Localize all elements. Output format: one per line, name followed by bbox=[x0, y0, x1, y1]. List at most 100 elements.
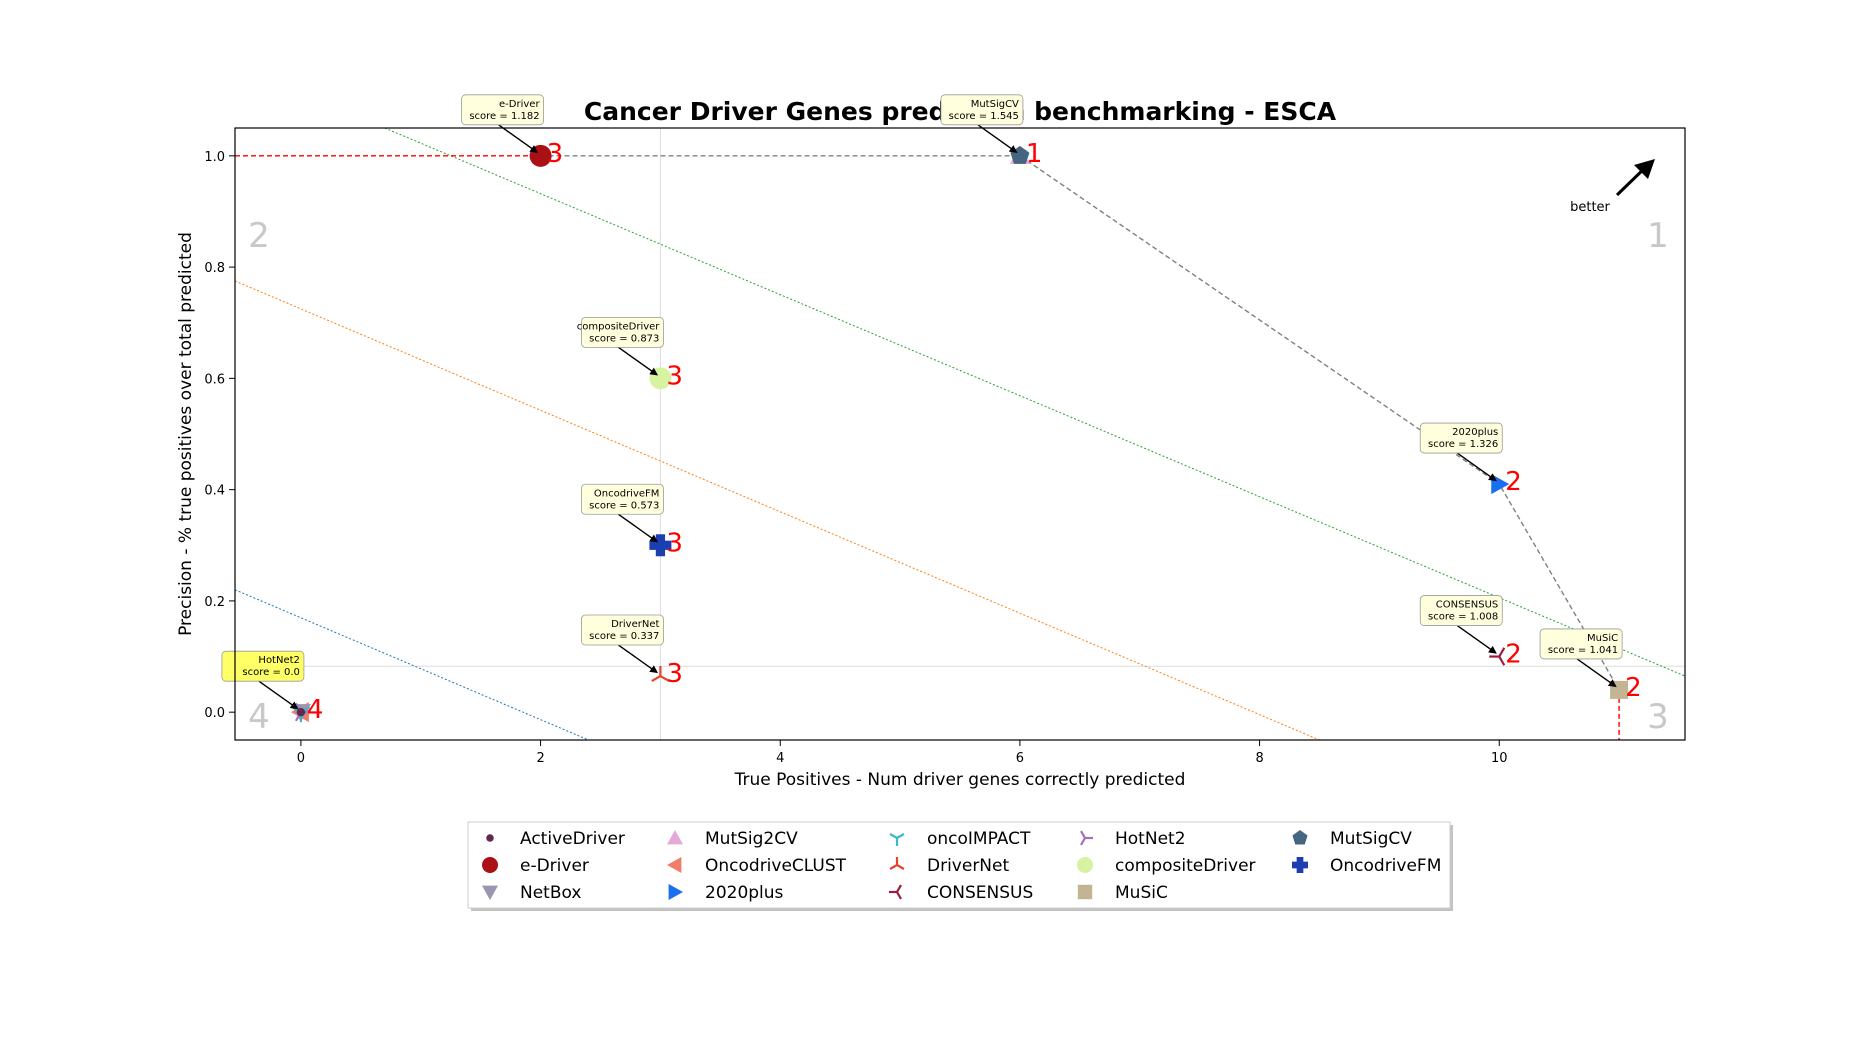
annotation-label: DriverNet bbox=[611, 619, 659, 630]
legend-marker-hotnet2-stroke bbox=[1080, 830, 1086, 839]
annotation-arrow bbox=[618, 644, 659, 674]
y-tick-label: 0.8 bbox=[204, 261, 225, 276]
legend-marker-netbox-shape bbox=[482, 885, 498, 900]
rank-2020plus: 2 bbox=[1505, 467, 1522, 497]
annotation-box bbox=[581, 316, 664, 348]
legend-marker-e-driver bbox=[482, 857, 498, 873]
legend-marker-music-shape bbox=[1077, 884, 1093, 900]
legend-marker-oncoimpact bbox=[889, 833, 905, 846]
legend-marker-compositedriver-shape bbox=[1077, 857, 1093, 873]
legend-marker-compositedriver bbox=[1077, 857, 1093, 873]
point-consensus-stroke bbox=[1498, 647, 1506, 658]
legend-marker-hotnet2 bbox=[1080, 830, 1093, 846]
rank-activedriver: 4 bbox=[307, 695, 324, 725]
point-drivernet-stroke bbox=[651, 675, 661, 682]
x-tick-label: 10 bbox=[1491, 751, 1508, 766]
point-oncodrivefm-shape bbox=[655, 534, 666, 557]
legend-marker-oncodriveclust bbox=[667, 857, 682, 873]
legend-marker-mutsigcv-shape bbox=[1292, 830, 1308, 845]
legend-marker-consensus bbox=[889, 884, 902, 900]
x-tick-label: 6 bbox=[1016, 751, 1024, 766]
point-activedriver bbox=[296, 707, 306, 717]
iso-score-line-2 bbox=[235, 589, 589, 740]
annotation-score: score = 1.545 bbox=[949, 111, 1019, 122]
annotation-score: score = 1.326 bbox=[1428, 439, 1498, 450]
annotation-score: score = 1.041 bbox=[1548, 645, 1618, 656]
x-tick-label: 4 bbox=[776, 751, 784, 766]
legend-marker-netbox bbox=[482, 885, 498, 900]
rank-oncodrivefm: 3 bbox=[666, 528, 683, 558]
legend-marker-drivernet-stroke bbox=[896, 864, 905, 870]
legend-marker-oncodriveclust-shape bbox=[667, 857, 682, 873]
annotation-arrow bbox=[1576, 658, 1617, 688]
point-drivernet-stroke bbox=[659, 675, 670, 682]
legend-entry-consensus: CONSENSUS bbox=[927, 883, 1033, 903]
rank-drivernet: 3 bbox=[666, 659, 683, 689]
annotation-arrow bbox=[1456, 624, 1497, 654]
point-drivernet bbox=[651, 666, 670, 682]
annotation-arrow bbox=[977, 124, 1018, 153]
quadrant-label-1: 1 bbox=[1647, 216, 1669, 256]
legend-entry-e-driver: e-Driver bbox=[520, 856, 589, 876]
legend-entry-hotnet2: HotNet2 bbox=[1115, 829, 1186, 849]
legend-entry-drivernet: DriverNet bbox=[927, 856, 1009, 876]
legend-entry-compositedriver: compositeDriver bbox=[1115, 856, 1256, 876]
y-tick-label: 1.0 bbox=[204, 150, 225, 165]
better-label: better bbox=[1570, 200, 1610, 215]
y-tick-label: 0.2 bbox=[204, 595, 225, 610]
legend-entry-netbox: NetBox bbox=[520, 883, 581, 903]
iso-score-line-1 bbox=[235, 280, 1320, 740]
better-arrow-head bbox=[1634, 159, 1655, 179]
legend-marker-oncodrivefm-shape bbox=[1296, 857, 1304, 873]
annotation-box bbox=[581, 483, 664, 515]
annotation-score: score = 1.008 bbox=[1428, 612, 1498, 623]
iso-score-line-0 bbox=[384, 128, 1685, 677]
legend-marker-oncoimpact-stroke bbox=[889, 833, 898, 839]
legend-marker-hotnet2-stroke bbox=[1080, 837, 1086, 846]
annotation-score: score = 0.337 bbox=[589, 631, 659, 642]
legend-marker-activedriver bbox=[486, 834, 494, 842]
y-tick-label: 0.6 bbox=[204, 372, 225, 387]
annotation-label: e-Driver bbox=[499, 99, 540, 110]
legend-entry-activedriver: ActiveDriver bbox=[520, 829, 625, 849]
annotation-arrow bbox=[618, 513, 659, 543]
legend-marker-music bbox=[1077, 884, 1093, 900]
annotation-label: CONSENSUS bbox=[1436, 600, 1499, 611]
annotation-arrow bbox=[618, 346, 659, 376]
y-tick-label: 0.0 bbox=[204, 706, 225, 721]
legend-marker-drivernet bbox=[889, 857, 905, 870]
y-axis-label: Precision - % true positives over total … bbox=[176, 232, 196, 636]
annotation-arrow bbox=[258, 680, 299, 710]
annotation-label: MuSiC bbox=[1587, 633, 1618, 644]
plot-frame bbox=[234, 127, 1686, 741]
legend-entry-oncodriveclust: OncodriveCLUST bbox=[705, 856, 847, 876]
annotation-box bbox=[581, 614, 664, 646]
legend-marker-mutsig2cv-shape bbox=[667, 830, 683, 845]
point-oncodrivefm bbox=[649, 534, 672, 557]
legend-marker-2020plus-shape bbox=[668, 884, 683, 900]
legend-marker-oncodrivefm bbox=[1292, 857, 1308, 873]
legend-entry-2020plus: 2020plus bbox=[705, 883, 784, 903]
legend-marker-consensus-stroke bbox=[896, 884, 902, 893]
legend-marker-e-driver-shape bbox=[482, 857, 498, 873]
annotation-label: HotNet2 bbox=[258, 655, 299, 666]
better-indicator: better bbox=[1570, 159, 1655, 215]
legend-box bbox=[467, 821, 1451, 909]
quadrant-label-4: 4 bbox=[248, 697, 270, 737]
point-consensus-stroke bbox=[1498, 655, 1506, 666]
legend-marker-activedriver-shape bbox=[486, 834, 494, 842]
y-tick-label: 0.4 bbox=[204, 484, 225, 499]
legend-marker-mutsigcv bbox=[1292, 830, 1308, 845]
annotation-score: score = 0.573 bbox=[589, 500, 659, 511]
x-tick-label: 8 bbox=[1255, 751, 1263, 766]
quadrant-label-3: 3 bbox=[1647, 697, 1669, 737]
annotation-score: score = 0.873 bbox=[589, 333, 659, 344]
